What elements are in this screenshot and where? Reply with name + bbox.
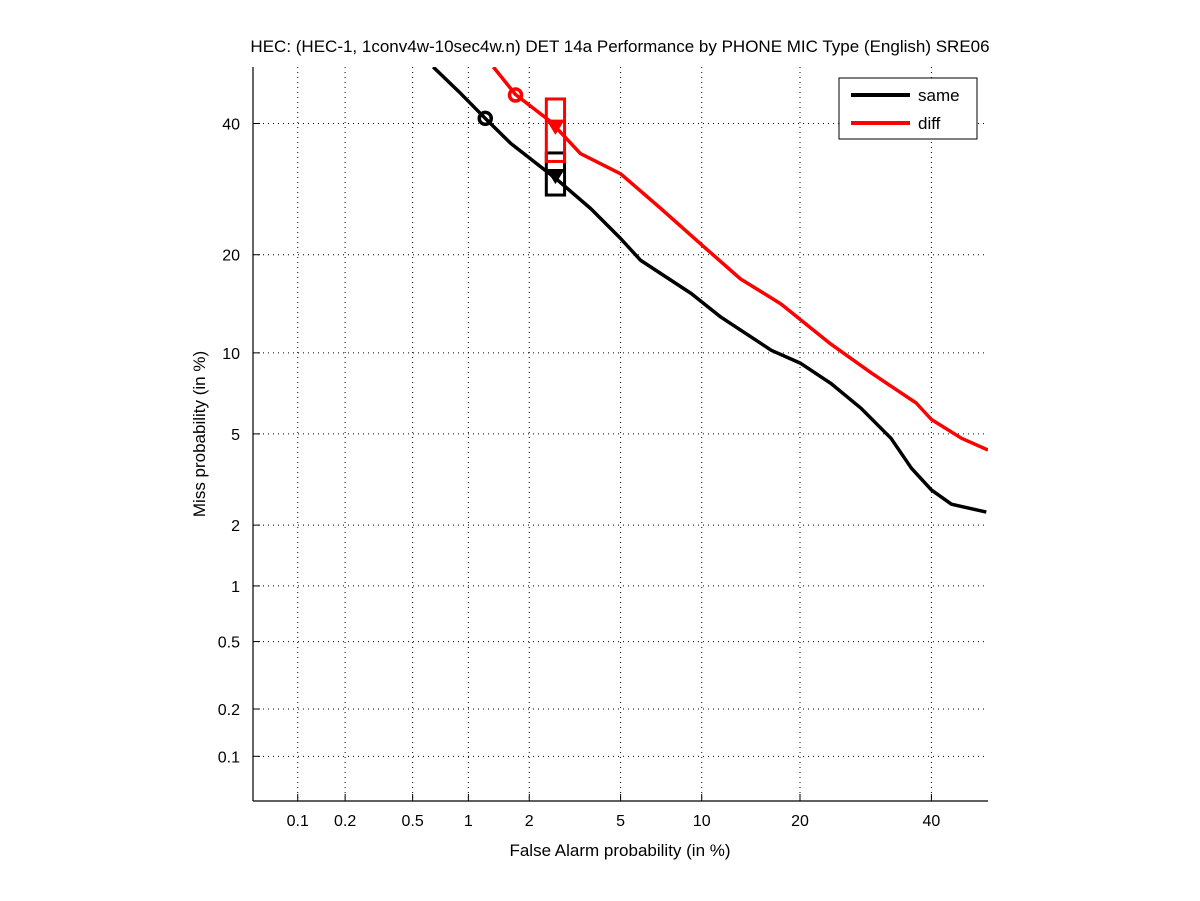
grid [253,67,988,801]
y-tick-label: 0.5 [218,635,240,652]
actual-dcf-marker-diff [546,119,565,135]
x-tick-label: 40 [923,813,941,830]
series-layer [431,67,988,514]
min-dcf-marker-diff [507,87,524,103]
actual-dcf-marker-same [546,168,565,185]
legend: same diff [838,77,978,140]
det-curve-same [431,67,987,514]
y-tick-label: 0.1 [218,749,240,766]
x-tick-label: 20 [791,813,809,830]
x-axis-label: False Alarm probability (in %) [509,841,730,860]
confidence-box-diff [544,97,567,163]
y-tick-label: 2 [231,518,240,535]
y-tick-label: 5 [231,427,240,444]
x-tick-label: 10 [693,813,711,830]
legend-label-same: same [918,86,960,105]
series-same [431,67,987,514]
confidence-box-same [544,151,567,197]
x-tick-label: 0.2 [334,813,356,830]
x-tick-label: 5 [616,813,625,830]
legend-box [838,77,978,140]
y-tick-label: 0.2 [218,702,240,719]
y-tick-label: 10 [222,346,240,363]
y-tick-label: 1 [231,579,240,596]
x-tick-label: 2 [525,813,534,830]
y-tick-label: 20 [222,248,240,265]
x-ticks: 0.1 0.2 0.5 1 2 5 10 20 40 [287,794,941,830]
legend-label-diff: diff [918,114,941,133]
chart-title: HEC: (HEC-1, 1conv4w-10sec4w.n) DET 14a … [250,37,989,56]
y-axis-label: Miss probability (in %) [190,351,209,517]
det-curve-diff [492,67,988,452]
series-diff [492,67,988,452]
x-tick-label: 0.5 [402,813,424,830]
x-tick-label: 1 [464,813,473,830]
min-dcf-marker-same [477,110,493,127]
y-ticks: 0.1 0.2 0.5 1 2 5 10 20 40 [218,117,260,766]
x-tick-label: 0.1 [287,813,309,830]
y-tick-label: 40 [222,117,240,134]
